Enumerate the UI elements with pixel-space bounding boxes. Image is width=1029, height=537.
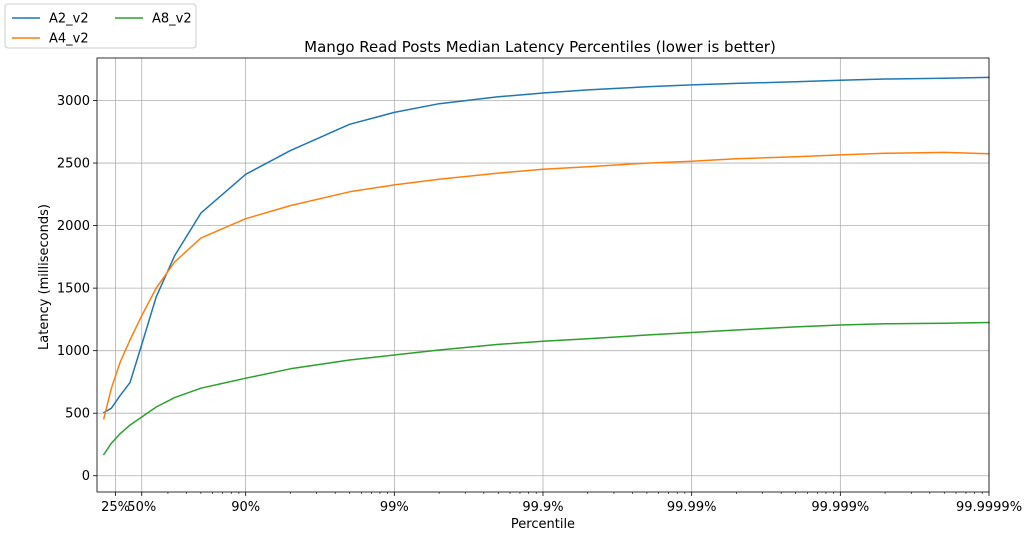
y-tick-label: 2000 [57, 219, 90, 234]
y-tick-label: 2500 [57, 157, 90, 172]
x-tick-label: 90% [231, 500, 260, 515]
series-line-a4-v2 [103, 151, 990, 420]
series-line-a2-v2 [103, 76, 990, 414]
legend-box [4, 3, 197, 49]
axis-ticks: 25%50% 90% 99% 99.9% 99.99% 99.999% 99.9999% 0 5… [57, 94, 1022, 515]
y-tick-label: 0 [82, 469, 90, 484]
y-tick-label: 500 [65, 407, 90, 422]
x-axis-label: Percentile [511, 517, 575, 532]
y-axis-label: Latency (milliseconds) [37, 204, 52, 350]
x-tick-label: 50% [127, 500, 156, 515]
x-tick-label: 99.9999% [956, 500, 1022, 515]
series-lines [103, 76, 990, 456]
legend-label-a2-v2: A2_v2 [49, 12, 89, 27]
legend: A2_v2 A4_v2 A8_v2 [4, 3, 197, 49]
x-tick-label: 99.9% [522, 500, 563, 515]
x-tick-label: 99% [380, 500, 409, 515]
x-tick-label: 99.999% [811, 500, 869, 515]
chart-title: Mango Read Posts Median Latency Percenti… [304, 38, 776, 56]
x-tick-label: 99.99% [667, 500, 717, 515]
y-tick-label: 1000 [57, 344, 90, 359]
legend-label-a4-v2: A4_v2 [49, 32, 89, 47]
legend-label-a8-v2: A8_v2 [152, 12, 192, 27]
series-line-a8-v2 [103, 321, 990, 456]
y-tick-label: 3000 [57, 94, 90, 109]
grid-lines [97, 58, 990, 492]
x-tick-label: 25% [101, 500, 130, 515]
y-tick-label: 1500 [57, 282, 90, 297]
